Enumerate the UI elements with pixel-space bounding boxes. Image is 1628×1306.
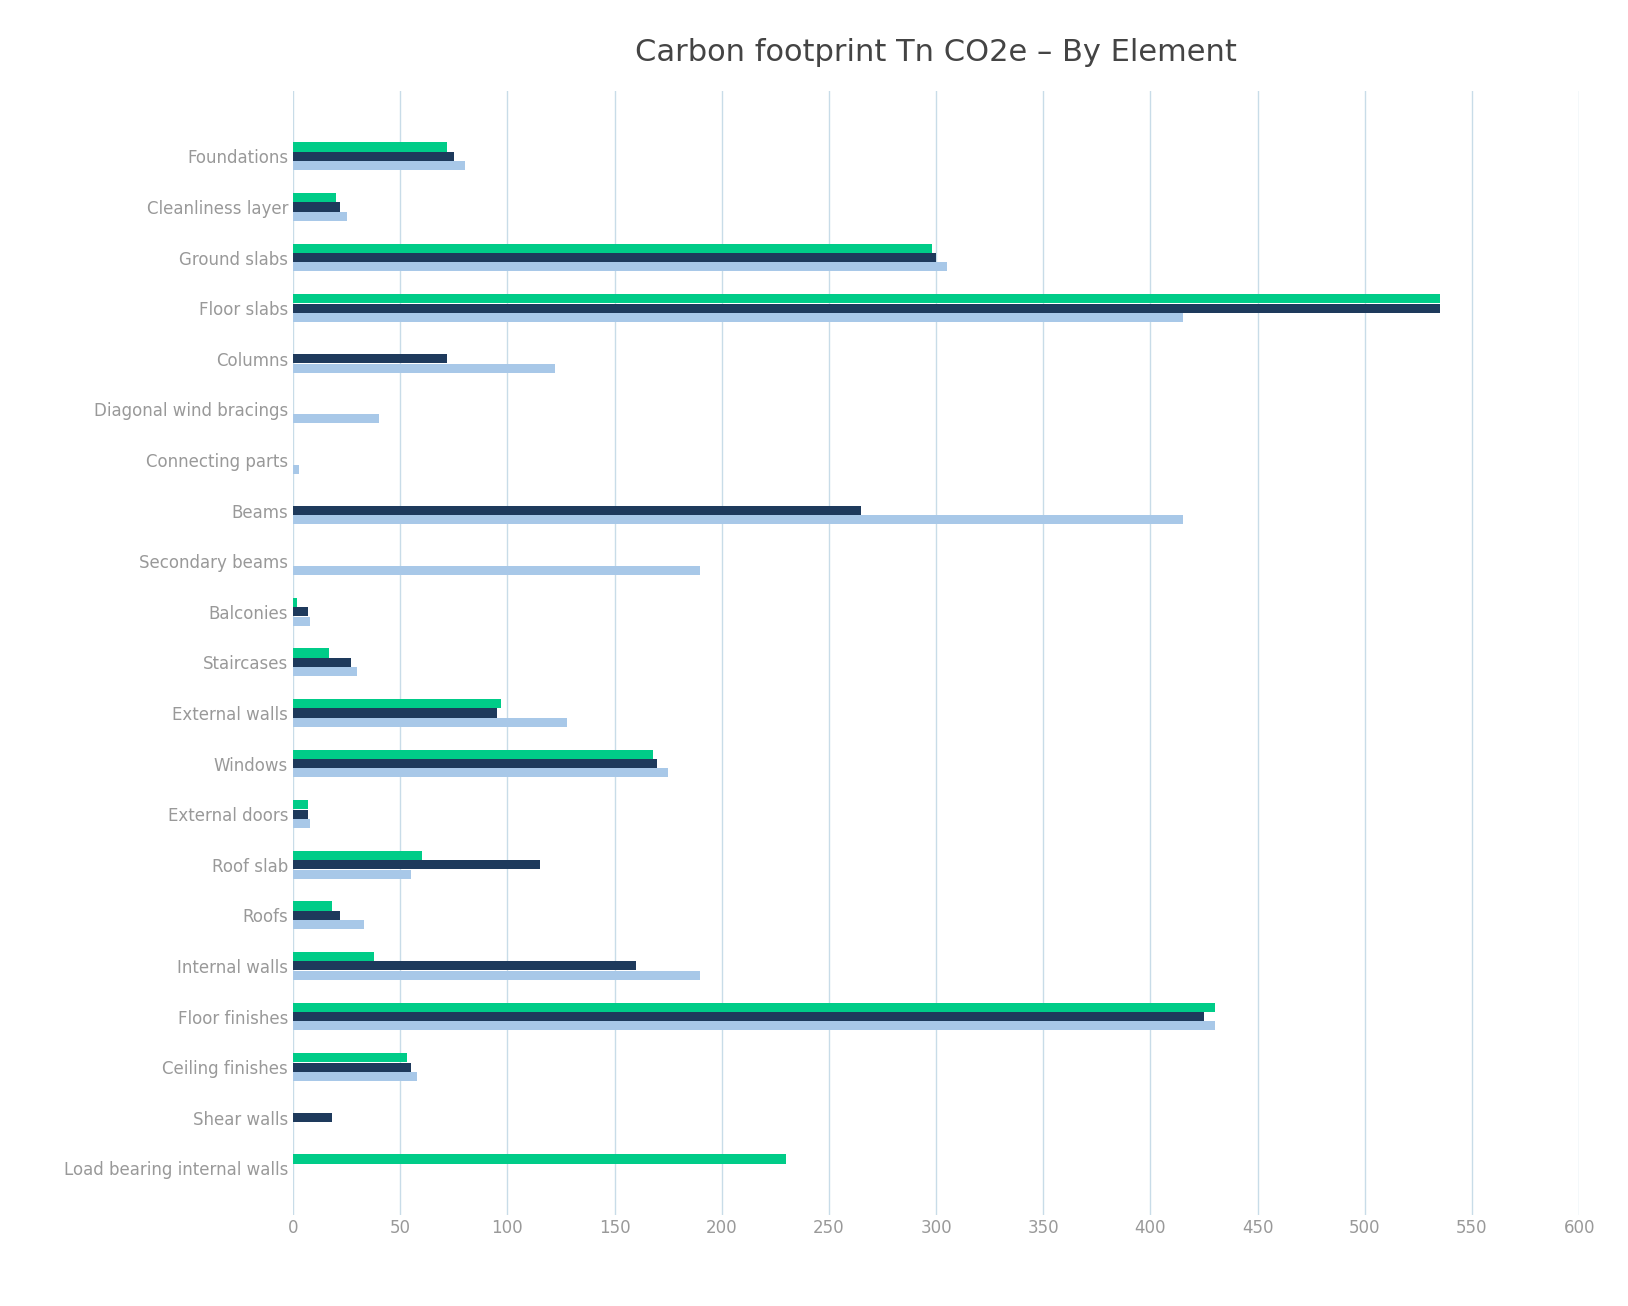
Bar — [293, 253, 936, 263]
Bar — [293, 505, 861, 515]
Bar — [293, 598, 298, 607]
Bar — [293, 1021, 1214, 1030]
Bar — [293, 801, 308, 810]
Bar — [293, 1012, 1205, 1021]
Bar — [293, 142, 448, 151]
Bar — [293, 1063, 410, 1072]
Bar — [293, 516, 1182, 525]
Bar — [293, 850, 422, 859]
Bar — [293, 607, 308, 616]
Bar — [293, 161, 464, 170]
Bar — [293, 313, 1182, 323]
Bar — [293, 616, 311, 626]
Bar — [293, 303, 1439, 312]
Bar — [293, 658, 352, 667]
Bar — [293, 810, 308, 819]
Bar — [293, 202, 340, 212]
Bar — [293, 910, 340, 919]
Bar — [293, 294, 1439, 303]
Bar — [293, 151, 454, 161]
Bar — [293, 363, 555, 372]
Bar — [293, 565, 700, 575]
Bar — [293, 263, 947, 272]
Bar — [293, 921, 363, 930]
Bar — [293, 414, 379, 423]
Bar — [293, 708, 497, 717]
Bar — [293, 970, 700, 980]
Bar — [293, 1053, 407, 1062]
Bar — [293, 718, 568, 727]
Bar — [293, 193, 335, 202]
Bar — [293, 861, 539, 870]
Bar — [293, 667, 357, 677]
Bar — [293, 819, 311, 828]
Bar — [293, 354, 448, 363]
Bar — [293, 750, 653, 759]
Bar — [293, 212, 347, 221]
Bar — [293, 1003, 1214, 1012]
Bar — [293, 649, 329, 657]
Bar — [293, 1155, 786, 1164]
Bar — [293, 699, 501, 708]
Bar — [293, 961, 637, 970]
Bar — [293, 952, 374, 961]
Bar — [293, 1113, 332, 1122]
Bar — [293, 244, 931, 253]
Bar — [293, 901, 332, 910]
Bar — [293, 870, 410, 879]
Bar — [293, 1072, 417, 1081]
Bar — [293, 465, 300, 474]
Title: Carbon footprint Tn CO2e – By Element: Carbon footprint Tn CO2e – By Element — [635, 38, 1237, 67]
Bar — [293, 768, 667, 777]
Bar — [293, 759, 658, 768]
